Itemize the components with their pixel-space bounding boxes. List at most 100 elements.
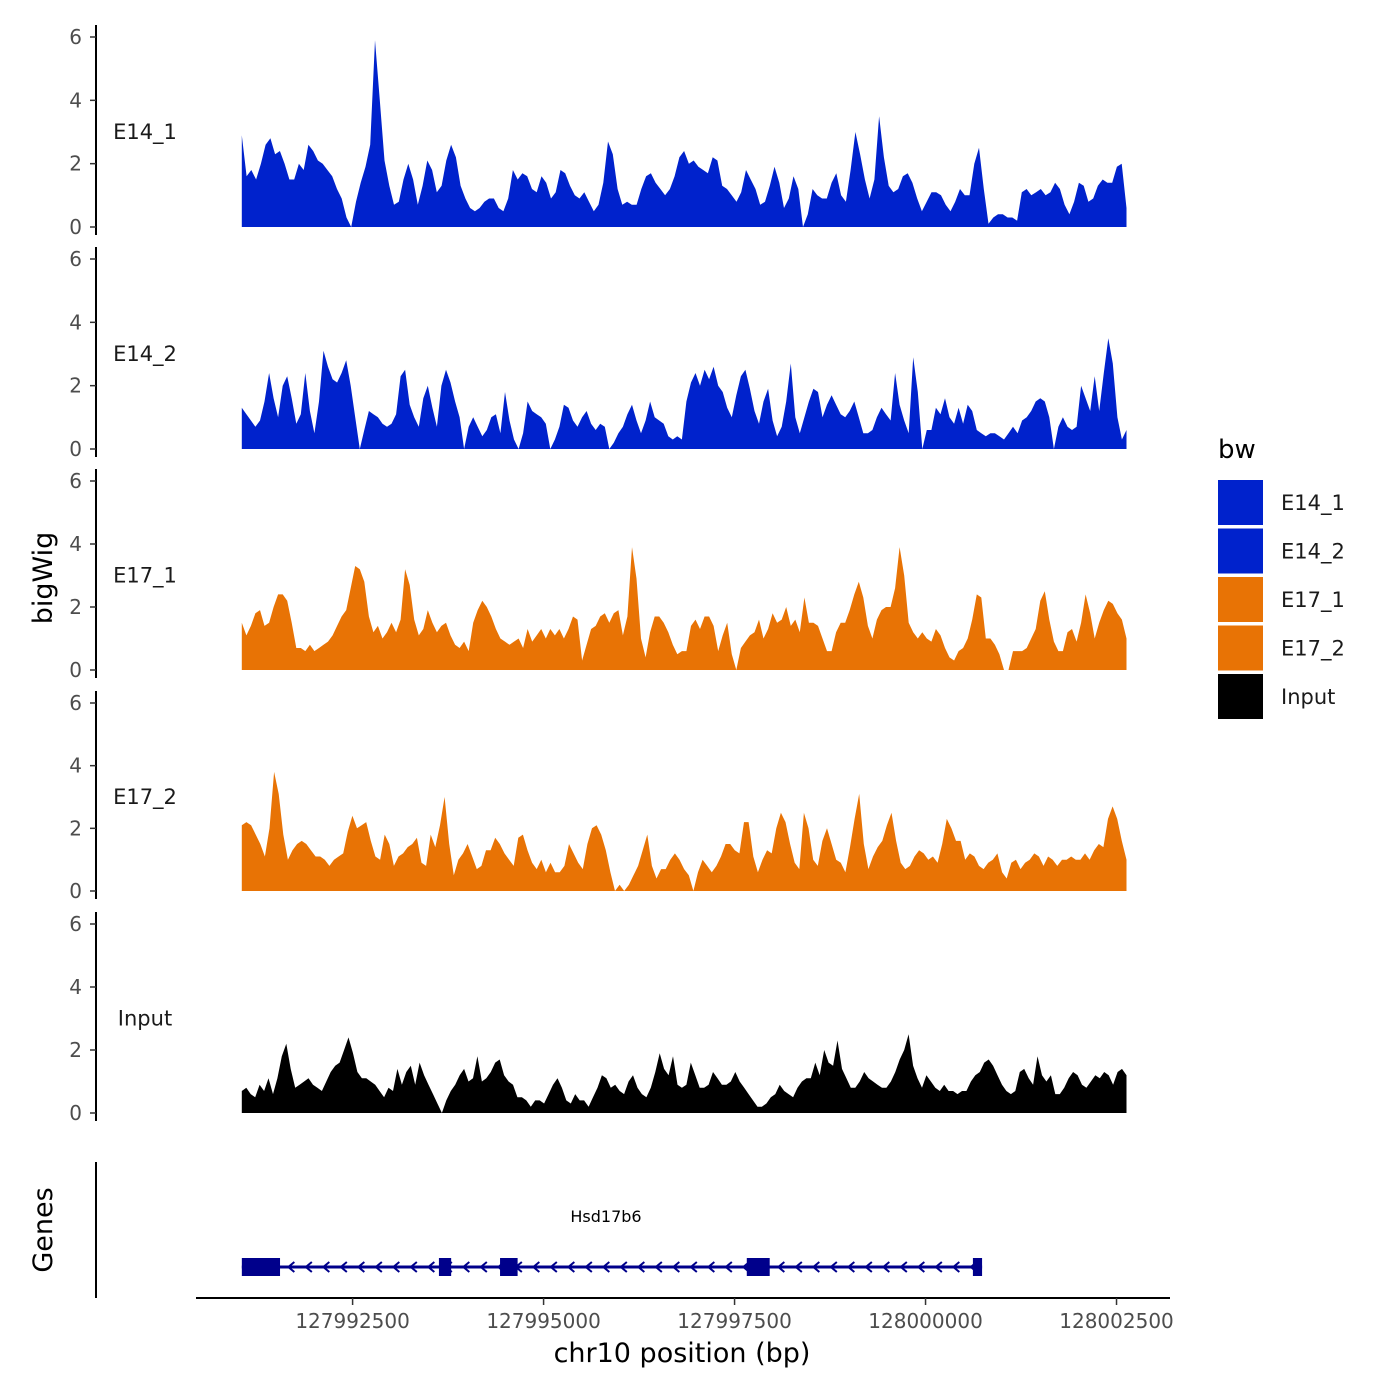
track-e17-2: 0 2 4 6 E17_2 [69,691,1127,903]
strand-arrow [619,1261,628,1273]
y-tick-label: 6 [69,912,82,936]
legend-label: E14_1 [1281,491,1345,516]
strand-arrow [549,1261,558,1273]
legend-swatch [1218,625,1263,671]
legend-item: E17_1 [1218,577,1345,622]
legend-item: Input [1218,674,1335,719]
x-axis-ticks: 127992500 127995000 127997500 128000000 1280… [295,1298,1174,1333]
y-tick-label: 0 [69,1101,82,1125]
strand-arrow [356,1261,365,1273]
y-tick-label: 0 [69,215,82,239]
x-axis-title: chr10 position (bp) [554,1338,811,1369]
y-tick-label: 4 [69,88,82,112]
strand-arrow [951,1261,960,1273]
gene-exon [500,1258,518,1276]
signal-area-e17-2 [241,771,1127,891]
track-e14-2: 0 2 4 6 E14_2 [69,247,1127,461]
genes-track-label: Genes [28,1187,59,1272]
x-tick-label: 127997500 [677,1309,792,1333]
x-tick-label: 128002500 [1059,1309,1174,1333]
strand-arrow [391,1261,400,1273]
gene-track: Genes Hsd17b6 [28,1162,983,1298]
y-tick-label: 6 [69,247,82,271]
strand-arrow [899,1261,908,1273]
y-tick-label: 2 [69,595,82,619]
legend-swatch [1218,480,1263,525]
legend-title: bw [1218,435,1256,465]
y-tick-label: 4 [69,310,82,334]
y-tick-label: 0 [69,879,82,903]
track-label: E17_2 [113,785,177,810]
strand-arrow [811,1261,820,1273]
strand-arrow [829,1261,838,1273]
strand-arrow [426,1261,435,1273]
legend-swatch [1218,528,1263,574]
legend-item: E14_1 [1218,480,1345,525]
strand-arrow [881,1261,890,1273]
strand-arrow [566,1261,575,1273]
strand-arrow [409,1261,418,1273]
gene-exon [746,1258,770,1276]
y-tick-label: 2 [69,1038,82,1062]
track-e17-1: 0 2 4 6 E17_1 [69,469,1127,682]
y-tick-label: 4 [69,532,82,556]
strand-arrow [864,1261,873,1273]
x-tick-label: 128000000 [868,1309,983,1333]
legend: bw E14_1 E14_2 E17_1 E17_2 Input [1218,435,1345,719]
legend-label: Input [1281,685,1335,709]
y-axis-title: bigWig [28,532,59,625]
strand-arrow [286,1261,295,1273]
strand-arrow [321,1261,330,1273]
signal-area-e14-1 [241,40,1127,228]
strand-arrow [934,1261,943,1273]
y-tick-label: 0 [69,437,82,461]
strand-arrow [654,1261,663,1273]
strand-arrow [584,1261,593,1273]
legend-label: E14_2 [1281,540,1345,565]
y-tick-label: 0 [69,658,82,682]
legend-label: E17_2 [1281,637,1345,662]
gene-exon [438,1258,452,1276]
track-label: E14_2 [113,342,177,367]
strand-arrow [776,1261,785,1273]
y-tick-label: 6 [69,25,82,49]
y-tick-label: 6 [69,691,82,715]
signal-area-e14-2 [241,338,1127,449]
strand-arrow [304,1261,313,1273]
x-tick-label: 127992500 [295,1309,410,1333]
strand-arrow [479,1261,488,1273]
strand-arrow [461,1261,470,1273]
strand-arrow [794,1261,803,1273]
y-tick-label: 4 [69,975,82,999]
signal-area-e17-1 [241,547,1127,670]
y-tick-label: 2 [69,374,82,398]
x-axis: 127992500 127995000 127997500 128000000 1280… [196,1297,1174,1369]
legend-swatch [1218,674,1263,719]
strand-arrow [671,1261,680,1273]
track-label: E14_1 [113,120,177,145]
legend-item: E17_2 [1218,625,1345,671]
strand-arrow [339,1261,348,1273]
gene-exon [241,1258,281,1276]
gene-model [241,1258,983,1276]
y-tick-label: 6 [69,469,82,493]
strand-arrow [846,1261,855,1273]
strand-arrow [531,1261,540,1273]
legend-swatch [1218,577,1263,622]
legend-label: E17_1 [1281,588,1345,613]
y-tick-label: 2 [69,152,82,176]
track-label: E17_1 [113,564,177,589]
strand-arrow [601,1261,610,1273]
signal-area-input [241,1034,1127,1113]
legend-item: E14_2 [1218,528,1345,574]
track-e14-1: 0 2 4 6 E14_1 [69,25,1127,239]
strand-arrow [916,1261,925,1273]
strand-arrow [706,1261,715,1273]
y-tick-label: 4 [69,754,82,778]
gene-exon [972,1258,983,1276]
gene-name-label: Hsd17b6 [570,1207,641,1226]
x-tick-label: 127995000 [486,1309,601,1333]
legend-items: E14_1 E14_2 E17_1 E17_2 Input [1218,480,1345,719]
strand-arrow [374,1261,383,1273]
